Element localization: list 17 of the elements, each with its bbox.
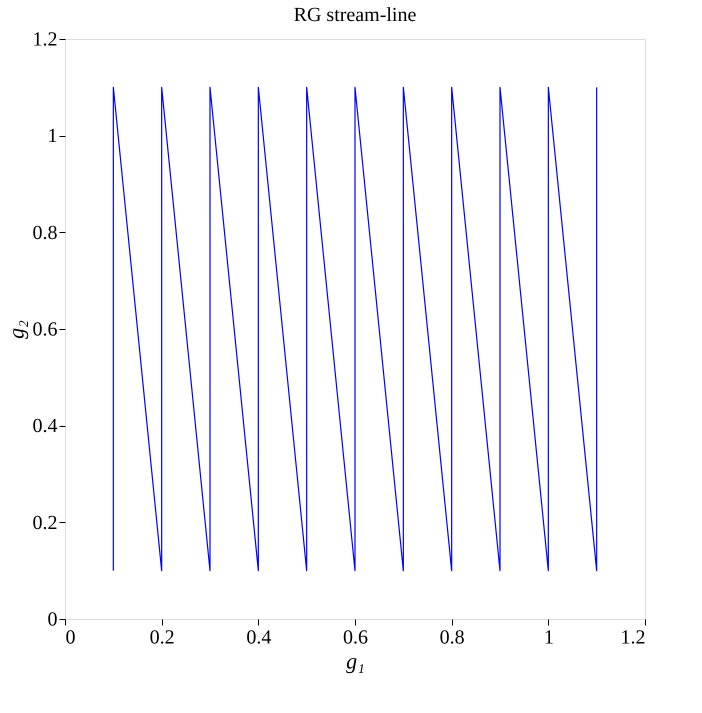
x-tick-label: 0.4 <box>246 626 272 648</box>
y-tick-label: 1 <box>48 125 58 148</box>
chart-title: RG stream-line <box>294 4 416 26</box>
y-tick-label: 0.4 <box>32 415 58 438</box>
x-axis-title: g₁ <box>346 648 365 674</box>
y-tick-label: 0.8 <box>32 222 58 244</box>
x-tick-label: 0.2 <box>150 626 175 648</box>
x-tick-label: 0 <box>66 626 76 648</box>
y-tick-label: 1.2 <box>32 28 58 50</box>
y-tick-label: 0.2 <box>32 512 58 534</box>
x-tick-label: 0.8 <box>440 626 465 648</box>
x-tick-label: 1 <box>544 626 554 648</box>
x-tick-label: 0.6 <box>343 626 368 648</box>
y-tick-label: 0.6 <box>32 318 58 340</box>
y-axis-title: g₂ <box>4 320 28 339</box>
y-tick-label: 0 <box>48 608 58 630</box>
x-tick-label: 1.2 <box>620 626 646 648</box>
